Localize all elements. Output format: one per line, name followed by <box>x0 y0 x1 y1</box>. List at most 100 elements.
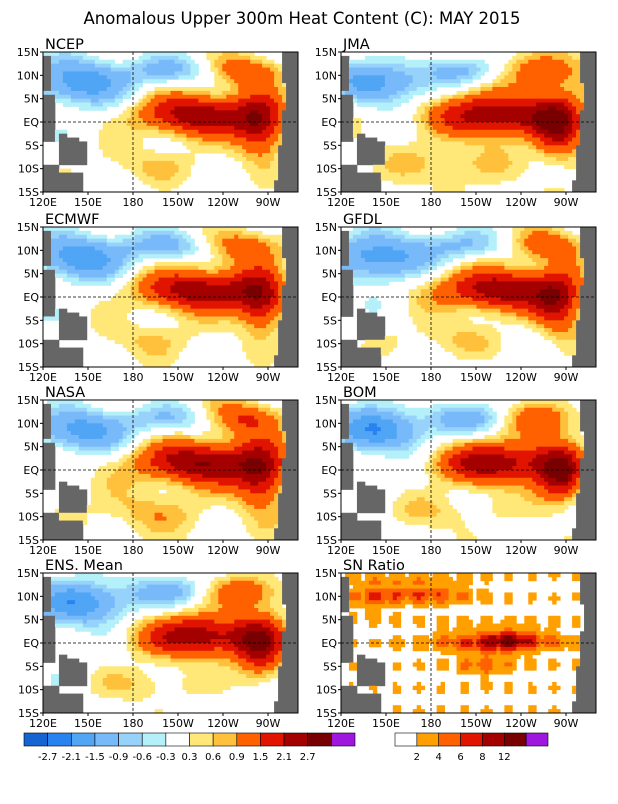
field-cell <box>258 297 262 301</box>
field-cell <box>492 161 496 165</box>
field-cell <box>174 91 178 95</box>
field-cell <box>290 75 294 79</box>
field-cell <box>210 134 214 138</box>
field-cell <box>262 153 266 157</box>
field-cell <box>111 301 115 305</box>
field-cell <box>147 110 151 114</box>
field-cell <box>119 235 123 239</box>
field-cell <box>155 235 159 239</box>
field-cell <box>55 99 59 103</box>
field-cell <box>536 52 540 56</box>
field-cell <box>95 262 99 266</box>
field-cell <box>167 106 171 110</box>
field-cell <box>194 309 198 313</box>
field-cell <box>548 161 552 165</box>
field-cell <box>174 153 178 157</box>
field-cell <box>218 99 222 103</box>
field-cell <box>445 99 449 103</box>
field-cell <box>115 103 119 107</box>
field-cell <box>123 153 127 157</box>
field-cell <box>43 262 47 266</box>
field-cell <box>119 297 123 301</box>
field-cell <box>139 114 143 118</box>
field-cell <box>190 297 194 301</box>
field-cell <box>167 60 171 64</box>
field-cell <box>99 235 103 239</box>
field-cell <box>520 52 524 56</box>
field-cell <box>433 122 437 126</box>
field-cell <box>504 64 508 68</box>
field-cell <box>278 250 282 254</box>
field-cell <box>353 134 357 138</box>
field-cell <box>357 180 361 184</box>
field-cell <box>254 99 258 103</box>
field-cell <box>202 227 206 231</box>
field-cell <box>465 91 469 95</box>
field-cell <box>270 110 274 114</box>
field-cell <box>75 71 79 75</box>
field-cell <box>190 246 194 250</box>
field-cell <box>512 122 516 126</box>
field-cell <box>218 122 222 126</box>
field-cell <box>238 52 242 56</box>
field-cell <box>270 157 274 161</box>
field-cell <box>242 285 246 289</box>
field-cell <box>174 71 178 75</box>
field-cell <box>230 110 234 114</box>
field-cell <box>389 106 393 110</box>
field-cell <box>163 281 167 285</box>
field-cell <box>71 95 75 99</box>
field-cell <box>568 71 572 75</box>
field-cell <box>91 309 95 313</box>
field-cell <box>461 149 465 153</box>
field-cell <box>139 270 143 274</box>
field-cell <box>286 161 290 165</box>
field-cell <box>254 149 258 153</box>
field-cell <box>218 289 222 293</box>
field-cell <box>83 153 87 157</box>
field-cell <box>230 289 234 293</box>
field-cell <box>262 60 266 64</box>
field-cell <box>198 297 202 301</box>
field-cell <box>194 87 198 91</box>
field-cell <box>500 99 504 103</box>
field-cell <box>218 320 222 324</box>
field-cell <box>262 145 266 149</box>
field-cell <box>568 130 572 134</box>
field-cell <box>389 68 393 72</box>
field-cell <box>381 157 385 161</box>
field-cell <box>254 103 258 107</box>
field-cell <box>147 161 151 165</box>
field-cell <box>552 103 556 107</box>
field-cell <box>445 126 449 130</box>
field-cell <box>266 313 270 317</box>
field-cell <box>59 56 63 60</box>
field-cell <box>155 180 159 184</box>
field-cell <box>449 165 453 169</box>
field-cell <box>405 68 409 72</box>
field-cell <box>540 110 544 114</box>
field-cell <box>437 138 441 142</box>
field-cell <box>151 126 155 130</box>
field-cell <box>143 134 147 138</box>
field-cell <box>560 114 564 118</box>
field-cell <box>496 138 500 142</box>
field-cell <box>127 138 131 142</box>
field-cell <box>111 141 115 145</box>
field-cell <box>95 75 99 79</box>
field-cell <box>230 75 234 79</box>
field-cell <box>222 262 226 266</box>
field-cell <box>472 180 476 184</box>
field-cell <box>465 99 469 103</box>
field-cell <box>345 60 349 64</box>
field-cell <box>441 184 445 188</box>
field-cell <box>349 79 353 83</box>
field-cell <box>262 254 266 258</box>
field-cell <box>135 71 139 75</box>
field-cell <box>369 79 373 83</box>
field-cell <box>528 91 532 95</box>
field-cell <box>222 138 226 142</box>
field-cell <box>119 250 123 254</box>
field-cell <box>572 91 576 95</box>
field-cell <box>262 95 266 99</box>
